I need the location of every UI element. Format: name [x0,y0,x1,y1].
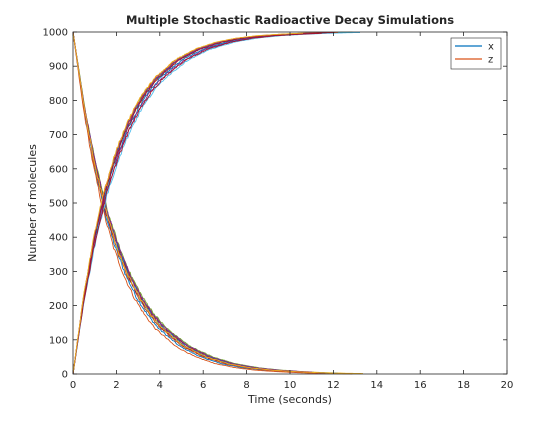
x-tick-label: 10 [284,380,297,391]
y-tick-label: 900 [49,62,68,73]
y-tick-label: 0 [62,370,68,381]
legend-label-x: x [488,42,494,53]
y-tick-label: 100 [49,335,68,346]
y-tick-label: 300 [49,267,68,278]
series-z-run [72,32,322,375]
y-tick-label: 1000 [43,28,68,39]
x-tick-label: 14 [370,380,383,391]
y-tick-label: 800 [49,96,68,107]
x-tick-label: 20 [501,380,514,391]
y-tick-label: 200 [49,301,68,312]
x-tick-label: 6 [200,380,206,391]
x-axis-label: Time (seconds) [247,393,332,406]
series-z-run [72,32,304,375]
x-tick-label: 16 [414,380,427,391]
y-axis: 0 100 200 300 400 500 600 700 800 900 1000 [43,28,507,381]
x-tick-label: 8 [243,380,249,391]
simulation-runs [72,31,364,375]
x-axis: 0 2 4 6 8 10 12 14 16 18 20 [70,32,514,391]
plot-area [73,32,507,374]
x-tick-label: 12 [327,380,340,391]
x-tick-label: 18 [457,380,470,391]
legend: xz [450,37,502,70]
series-x-run [72,31,294,372]
x-tick-label: 0 [70,380,76,391]
y-tick-label: 400 [49,233,68,244]
series-x-run [72,31,343,374]
y-tick-label: 600 [49,164,68,175]
x-tick-label: 2 [113,380,119,391]
x-tick-label: 4 [157,380,163,391]
series-x-run [72,31,353,375]
y-tick-label: 500 [49,199,68,210]
y-axis-label: Number of molecules [26,144,39,262]
legend-box [450,37,502,70]
legend-label-z: z [488,55,493,66]
y-tick-label: 700 [49,130,68,141]
chart-title: Multiple Stochastic Radioactive Decay Si… [126,13,454,27]
series-x-run [72,31,312,373]
